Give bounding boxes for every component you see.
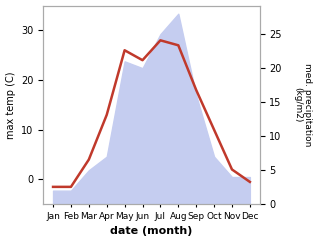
X-axis label: date (month): date (month) — [110, 227, 193, 236]
Y-axis label: max temp (C): max temp (C) — [5, 71, 16, 139]
Y-axis label: med. precipitation
(kg/m2): med. precipitation (kg/m2) — [293, 63, 313, 147]
